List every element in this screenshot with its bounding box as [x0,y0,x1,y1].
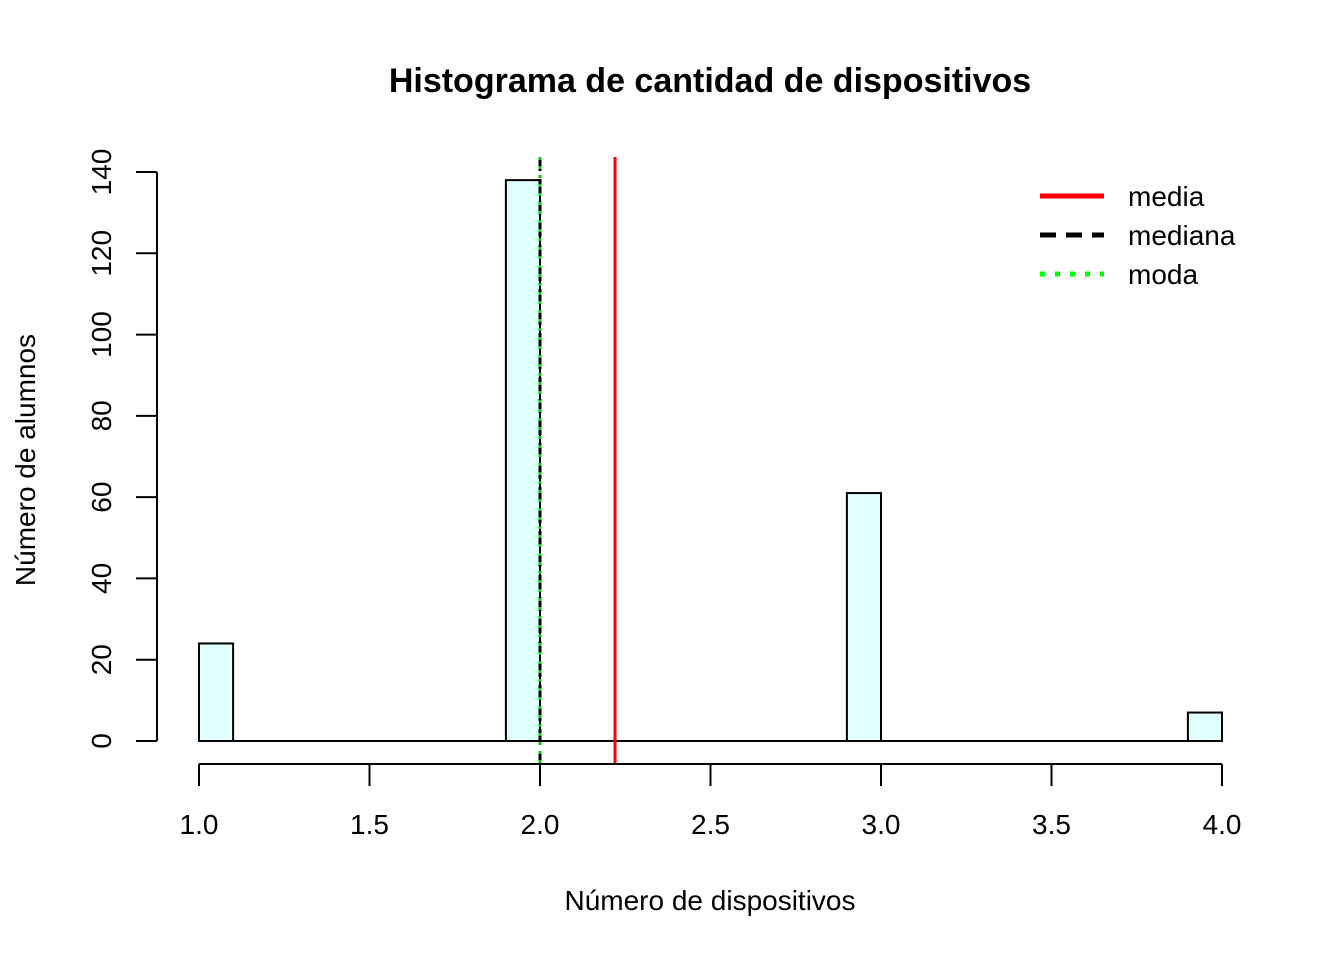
histogram-bar-0 [198,642,235,743]
x-tick-label-6: 4.0 [1203,809,1242,840]
histogram-bar-3 [1186,711,1224,742]
x-tick-label-5: 3.5 [1032,809,1071,840]
reference-lines-group [538,157,617,765]
legend-label-moda: moda [1128,259,1198,290]
x-axis-label: Número de dispositivos [564,885,855,916]
legend-label-mediana: mediana [1128,220,1236,251]
y-axis-label: Número de alumnos [10,334,41,586]
y-tick-label-7: 140 [86,149,117,196]
x-tick-label-1: 1.5 [350,809,389,840]
y-tick-label-5: 100 [86,311,117,358]
x-tick-label-3: 2.5 [691,809,730,840]
chart-title: Histograma de cantidad de dispositivos [389,62,1031,100]
x-tick-label-4: 3.0 [862,809,901,840]
y-tick-label-4: 80 [86,400,117,431]
bars-group [198,179,1224,743]
y-tick-label-0: 0 [86,733,117,749]
y-tick-label-2: 40 [86,563,117,594]
y-tick-label-1: 20 [86,644,117,675]
histogram-bar-1 [504,179,541,742]
y-axis: 0 20 40 60 80 100 120 140 [86,149,158,749]
legend-label-media: media [1128,181,1205,212]
y-tick-label-3: 60 [86,482,117,513]
histogram-bar-2 [845,492,883,743]
legend: media mediana moda [1040,181,1236,290]
y-tick-label-6: 120 [86,230,117,277]
x-tick-label-0: 1.0 [180,809,219,840]
x-axis: 1.0 1.5 2.0 2.5 3.0 3.5 4.0 [180,763,1242,840]
x-tick-label-2: 2.0 [521,809,560,840]
